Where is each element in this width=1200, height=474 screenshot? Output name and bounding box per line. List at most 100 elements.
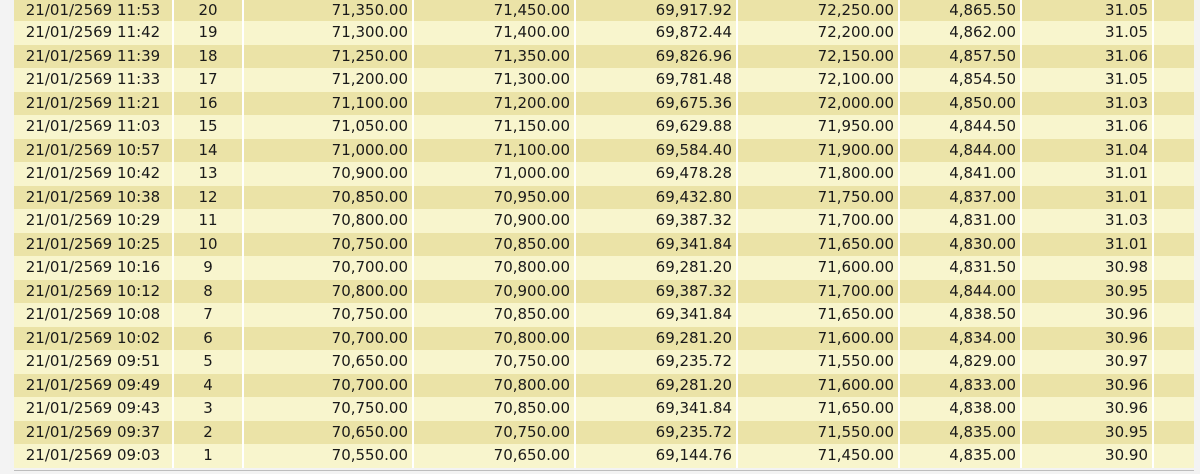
gold-bar-sell-cell: 70,800.00: [414, 326, 576, 350]
gold-spot-cell: 4,831.50: [900, 256, 1022, 280]
gold-bar-sell-cell: 71,450.00: [414, 0, 576, 21]
gold-spot-cell: 4,844.00: [900, 279, 1022, 303]
ornament-sell-cell: 71,650.00: [738, 232, 900, 256]
table-row[interactable]: 21/01/2569 10:12 8 70,800.00 70,900.00 69,38…: [14, 279, 1194, 303]
round-cell: 5: [174, 350, 244, 374]
gold-spot-cell: 4,850.00: [900, 91, 1022, 115]
table-row[interactable]: 21/01/2569 10:38 12 70,850.00 70,950.00 69,4…: [14, 185, 1194, 209]
datetime-cell: 21/01/2569 09:49: [14, 373, 174, 397]
ornament-sell-cell: 71,750.00: [738, 185, 900, 209]
gold-bar-buy-cell: 71,200.00: [244, 68, 414, 92]
change-cell: 50: [1154, 162, 1194, 186]
exchange-rate-cell: 31.06: [1022, 115, 1154, 139]
ornament-buy-cell: 69,781.48: [576, 68, 738, 92]
price-history-rows: 21/01/2569 11:53 20 71,350.00 71,450.00 69,9…: [14, 0, 1194, 468]
gold-bar-buy-cell: 71,250.00: [244, 44, 414, 68]
gold-bar-sell-cell: 71,100.00: [414, 138, 576, 162]
change-cell: 50: [1154, 279, 1194, 303]
table-row[interactable]: 21/01/2569 09:51 5 70,650.00 70,750.00 69,23…: [14, 350, 1194, 374]
round-cell: 6: [174, 326, 244, 350]
round-cell: 4: [174, 373, 244, 397]
gold-bar-sell-cell: 70,900.00: [414, 209, 576, 233]
table-row[interactable]: 21/01/2569 10:02 6 70,700.00 70,800.00 69,28…: [14, 326, 1194, 350]
ornament-buy-cell: 69,281.20: [576, 326, 738, 350]
table-row[interactable]: 21/01/2569 11:21 16 71,100.00 71,200.00 69,6…: [14, 91, 1194, 115]
table-row[interactable]: 21/01/2569 11:03 15 71,050.00 71,150.00 69,6…: [14, 115, 1194, 139]
exchange-rate-cell: 31.01: [1022, 232, 1154, 256]
gold-bar-buy-cell: 70,700.00: [244, 326, 414, 350]
ornament-sell-cell: 72,000.00: [738, 91, 900, 115]
round-cell: 3: [174, 397, 244, 421]
ornament-sell-cell: 71,800.00: [738, 162, 900, 186]
gold-spot-cell: 4,865.50: [900, 0, 1022, 21]
table-row[interactable]: 21/01/2569 09:43 3 70,750.00 70,850.00 69,34…: [14, 397, 1194, 421]
datetime-cell: 21/01/2569 10:16: [14, 256, 174, 280]
table-row[interactable]: 21/01/2569 09:49 4 70,700.00 70,800.00 69,28…: [14, 373, 1194, 397]
ornament-sell-cell: 71,900.00: [738, 138, 900, 162]
table-row[interactable]: 21/01/2569 10:08 7 70,750.00 70,850.00 69,34…: [14, 303, 1194, 327]
ornament-buy-cell: 69,281.20: [576, 373, 738, 397]
datetime-cell: 21/01/2569 11:21: [14, 91, 174, 115]
table-row[interactable]: 21/01/2569 11:39 18 71,250.00 71,350.00 69,8…: [14, 44, 1194, 68]
gold-spot-cell: 4,833.00: [900, 373, 1022, 397]
datetime-cell: 21/01/2569 10:02: [14, 326, 174, 350]
gold-spot-cell: 4,844.50: [900, 115, 1022, 139]
change-cell: 50: [1154, 115, 1194, 139]
gold-bar-sell-cell: 71,350.00: [414, 44, 576, 68]
exchange-rate-cell: 31.04: [1022, 138, 1154, 162]
ornament-buy-cell: 69,675.36: [576, 91, 738, 115]
datetime-cell: 21/01/2569 11:53: [14, 0, 174, 21]
round-cell: 17: [174, 68, 244, 92]
change-cell: 100: [1154, 397, 1194, 421]
round-cell: 13: [174, 162, 244, 186]
ornament-buy-cell: 69,478.28: [576, 162, 738, 186]
round-cell: 18: [174, 44, 244, 68]
gold-bar-sell-cell: 70,850.00: [414, 397, 576, 421]
ornament-buy-cell: 69,144.76: [576, 444, 738, 468]
table-row[interactable]: 21/01/2569 10:57 14 71,000.00 71,100.00 69,5…: [14, 138, 1194, 162]
table-row[interactable]: 21/01/2569 10:42 13 70,900.00 71,000.00 69,4…: [14, 162, 1194, 186]
round-cell: 20: [174, 0, 244, 21]
ornament-buy-cell: 69,281.20: [576, 256, 738, 280]
exchange-rate-cell: 31.01: [1022, 185, 1154, 209]
table-row[interactable]: 21/01/2569 09:03 1 70,550.00 70,650.00 69,14…: [14, 444, 1194, 468]
change-cell: -50: [1154, 350, 1194, 374]
change-cell: 50: [1154, 185, 1194, 209]
vertical-scrollbar[interactable]: [1194, 0, 1200, 474]
ornament-buy-cell: 69,629.88: [576, 115, 738, 139]
change-cell: -100: [1154, 256, 1194, 280]
datetime-cell: 21/01/2569 11:39: [14, 44, 174, 68]
change-cell: 50: [1154, 303, 1194, 327]
gold-bar-sell-cell: 71,000.00: [414, 162, 576, 186]
ornament-buy-cell: 69,341.84: [576, 397, 738, 421]
gold-spot-cell: 4,830.00: [900, 232, 1022, 256]
change-cell: 50: [1154, 0, 1194, 21]
exchange-rate-cell: 31.06: [1022, 44, 1154, 68]
table-row[interactable]: 21/01/2569 09:37 2 70,650.00 70,750.00 69,23…: [14, 420, 1194, 444]
table-row[interactable]: 21/01/2569 10:25 10 70,750.00 70,850.00 69,3…: [14, 232, 1194, 256]
ornament-sell-cell: 72,150.00: [738, 44, 900, 68]
exchange-rate-cell: 30.97: [1022, 350, 1154, 374]
gold-bar-sell-cell: 70,750.00: [414, 420, 576, 444]
gold-bar-buy-cell: 70,650.00: [244, 350, 414, 374]
price-history-table: 21/01/2569 11:53 20 71,350.00 71,450.00 69,9…: [14, 0, 1194, 468]
datetime-cell: 21/01/2569 10:57: [14, 138, 174, 162]
gold-spot-cell: 4,838.50: [900, 303, 1022, 327]
round-cell: 9: [174, 256, 244, 280]
ornament-sell-cell: 72,100.00: [738, 68, 900, 92]
exchange-rate-cell: 31.05: [1022, 21, 1154, 45]
table-row[interactable]: 21/01/2569 11:53 20 71,350.00 71,450.00 69,9…: [14, 0, 1194, 21]
table-row[interactable]: 21/01/2569 11:33 17 71,200.00 71,300.00 69,7…: [14, 68, 1194, 92]
change-cell: 100: [1154, 138, 1194, 162]
gold-bar-buy-cell: 71,050.00: [244, 115, 414, 139]
gold-bar-buy-cell: 70,750.00: [244, 397, 414, 421]
ornament-sell-cell: 72,200.00: [738, 21, 900, 45]
price-history-table-viewport[interactable]: 21/01/2569 11:53 20 71,350.00 71,450.00 69,9…: [14, 0, 1194, 471]
gold-spot-cell: 4,854.50: [900, 68, 1022, 92]
ornament-sell-cell: 71,600.00: [738, 373, 900, 397]
gold-bar-sell-cell: 71,300.00: [414, 68, 576, 92]
gold-spot-cell: 4,831.00: [900, 209, 1022, 233]
table-row[interactable]: 21/01/2569 11:42 19 71,300.00 71,400.00 69,8…: [14, 21, 1194, 45]
table-row[interactable]: 21/01/2569 10:16 9 70,700.00 70,800.00 69,28…: [14, 256, 1194, 280]
table-row[interactable]: 21/01/2569 10:29 11 70,800.00 70,900.00 69,3…: [14, 209, 1194, 233]
